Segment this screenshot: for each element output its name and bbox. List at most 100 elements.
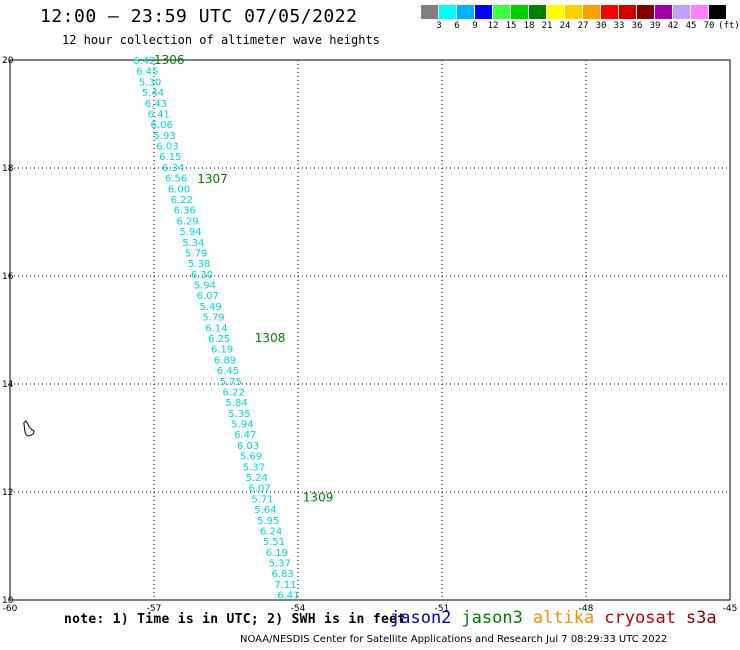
legend-swatch: [583, 5, 601, 19]
credit-line: NOAA/NESDIS Center for Satellite Applica…: [240, 634, 668, 645]
wave-height-value: 6.89: [214, 355, 236, 366]
legend-swatch: [529, 5, 547, 19]
legend-label: 36: [631, 21, 643, 31]
wave-height-value: 5.95: [257, 516, 279, 527]
wave-height-value: 6.24: [260, 526, 282, 537]
wave-height-value: 5.79: [185, 248, 207, 259]
wave-height-value: 6.43: [145, 99, 167, 110]
wave-height-value: 5.51: [263, 537, 285, 548]
lon-tick-label: -54: [291, 604, 306, 614]
wave-height-value: 6.22: [171, 195, 193, 206]
legend-label: 42: [667, 21, 679, 31]
wave-height-value: 5.94: [231, 420, 253, 431]
legend-swatch: [565, 5, 583, 19]
satellite-label: jason2: [390, 608, 452, 628]
satellite-label: altika: [532, 608, 595, 628]
legend-unit: (ft): [718, 21, 740, 31]
satellite-label: s3a: [685, 608, 717, 628]
footnote: note: 1) Time is in UTC; 2) SWH is in fe…: [64, 612, 406, 627]
pass-time-label: 1306: [154, 53, 185, 67]
wave-height-value: 5.75: [220, 377, 242, 388]
wave-height-value: 5.94: [179, 227, 201, 238]
legend-label: 70: [703, 21, 715, 31]
wave-height-value: 5.44: [142, 88, 164, 99]
wave-height-value: 6.36: [174, 206, 196, 217]
satellite-legend: jason2 jason3 altika cryosat s3a: [390, 608, 727, 628]
legend-swatch: [619, 5, 637, 19]
satellite-label: cryosat: [604, 608, 676, 628]
wave-height-value: 6.22: [223, 387, 245, 398]
lat-tick-label: 18: [2, 164, 14, 174]
wave-height-value: 6.47: [234, 430, 256, 441]
wave-height-value: 5.24: [246, 473, 268, 484]
wave-height-value: 6.41: [277, 591, 299, 602]
wave-height-value: 5.94: [194, 281, 216, 292]
wave-height-value: 6.03: [156, 142, 178, 153]
legend-swatch: [547, 5, 565, 19]
wave-height-value: 5.71: [251, 494, 273, 505]
wave-height-value: 6.15: [159, 152, 181, 163]
wave-height-value: 7.11: [274, 580, 296, 591]
wave-height-value: 5.35: [228, 409, 250, 420]
lon-tick-label: -60: [3, 604, 18, 614]
map-frame: [9, 59, 731, 601]
legend-label: 27: [577, 21, 589, 31]
wave-height-value: 6.14: [205, 323, 227, 334]
pass-time-label: 1309: [303, 490, 334, 504]
legend-label: 39: [649, 21, 661, 31]
legend-label: 18: [523, 21, 535, 31]
legend-swatch: [511, 5, 529, 19]
legend-swatch: [439, 5, 457, 19]
wave-height-value: 6.29: [176, 216, 198, 227]
wave-height-value: 5.37: [269, 559, 291, 570]
wave-height-value: 6.56: [165, 174, 187, 185]
legend-swatch: [475, 5, 493, 19]
legend-label: 12: [487, 21, 499, 31]
wave-height-value: 6.00: [168, 184, 190, 195]
lat-tick-label: 20: [2, 56, 14, 66]
legend-swatch: [457, 5, 475, 19]
lat-tick-label: 12: [2, 488, 13, 498]
legend-label: 3: [436, 21, 442, 31]
lon-tick-label: -57: [147, 604, 162, 614]
legend-swatch: [601, 5, 619, 19]
wave-height-value: 5.79: [202, 313, 224, 324]
wave-height-value: 6.30: [191, 270, 213, 281]
wave-height-value: 6.42: [133, 56, 155, 67]
pass-time-label: 1308: [255, 331, 286, 345]
wave-height-value: 6.19: [211, 345, 233, 356]
wave-height-value: 6.45: [217, 366, 239, 377]
lat-tick-label: 14: [2, 380, 14, 390]
lat-tick-label: 16: [2, 272, 14, 282]
lon-tick-label: -51: [435, 604, 450, 614]
wave-height-value: 6.19: [266, 548, 288, 559]
legend-swatch: [421, 5, 439, 19]
wave-height-value: 5.64: [254, 505, 276, 516]
legend-label: 24: [559, 21, 571, 31]
lon-tick-label: -48: [579, 604, 594, 614]
wave-height-value: 6.25: [208, 334, 230, 345]
wave-height-value: 6.07: [248, 484, 270, 495]
wave-height-value: 5.93: [153, 131, 175, 142]
color-scale-labels: 3 6 9 12 15 18 21 24 27 30 33 36 39 42 45 70 (ft): [421, 21, 740, 33]
wave-height-value: 6.34: [162, 163, 184, 174]
wave-height-value: 6.45: [136, 67, 158, 78]
wave-height-value: 6.07: [197, 291, 219, 302]
page-subtitle: 12 hour collection of altimeter wave hei…: [62, 33, 380, 47]
wave-height-value: 6.41: [148, 109, 170, 120]
wave-height-value: 6.83: [272, 569, 294, 580]
legend-label: 33: [613, 21, 625, 31]
legend-swatch: [655, 5, 673, 19]
legend-label: 21: [541, 21, 553, 31]
legend-label: 9: [472, 21, 478, 31]
legend-swatch: [673, 5, 691, 19]
page-title: 12:00 – 23:59 UTC 07/05/2022: [40, 6, 358, 27]
wave-height-value: 6.03: [237, 441, 259, 452]
legend-label: 45: [685, 21, 697, 31]
wave-height-value: 5.37: [243, 462, 265, 473]
wave-height-value: 5.84: [225, 398, 247, 409]
island-outline: [23, 420, 35, 437]
wave-height-value: 5.34: [182, 238, 204, 249]
pass-time-label: 1307: [197, 172, 228, 186]
